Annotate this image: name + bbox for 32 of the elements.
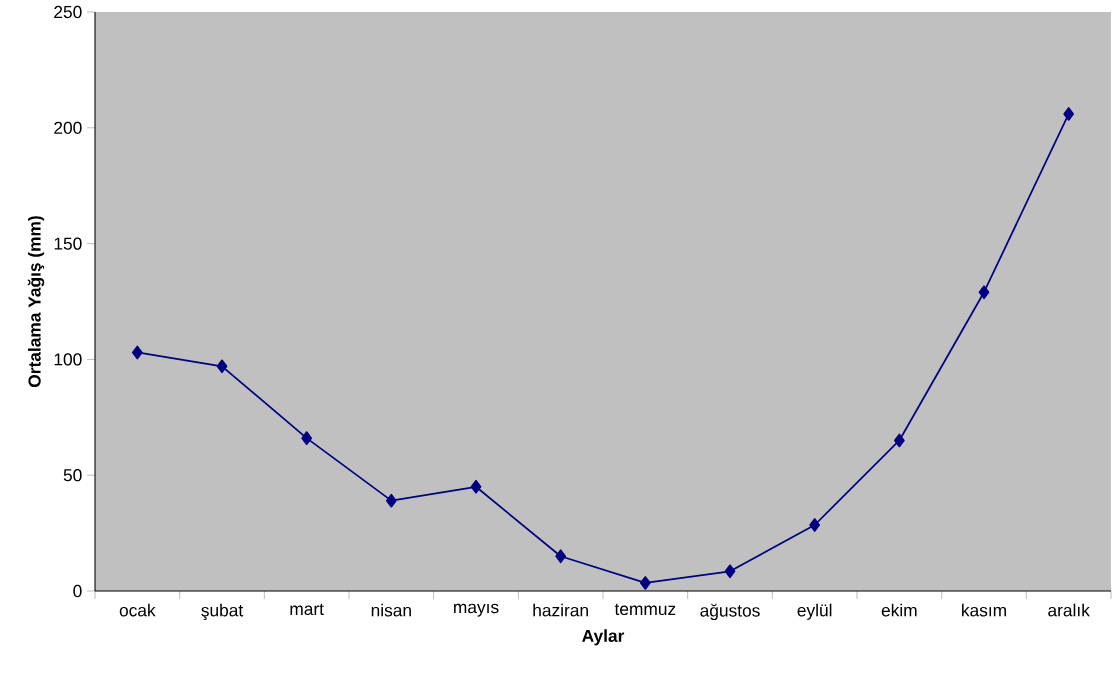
x-tick-label: mart <box>290 603 324 616</box>
point <box>893 433 905 448</box>
point <box>724 564 736 579</box>
point <box>301 431 313 446</box>
point <box>470 479 482 494</box>
point <box>385 493 397 508</box>
x-tick-label: temmuz <box>614 603 676 616</box>
point <box>978 285 990 300</box>
y-tick-label: 100 <box>54 353 82 366</box>
y-tick-label: 200 <box>54 121 82 134</box>
x-tick-label: nisan <box>371 603 411 617</box>
x-tick-label: eylül <box>797 603 832 620</box>
point <box>216 359 228 374</box>
x-tick-label: şubat <box>201 603 244 620</box>
y-tick-label: 250 <box>54 5 82 19</box>
x-tick-label: kasım <box>962 603 1006 617</box>
x-tick-label: haziran <box>533 603 588 617</box>
x-tick-label: ekim <box>881 603 917 617</box>
point <box>555 549 567 564</box>
point <box>809 518 821 532</box>
x-tick-label: mayıs <box>454 603 499 617</box>
x-tick-label: aralık <box>1048 603 1090 617</box>
y-axis-title: Ortalama Yağış (mm) <box>27 216 45 388</box>
y-tick-label: 150 <box>54 237 82 250</box>
y-tick-label: 0 <box>73 584 82 598</box>
point <box>131 345 143 360</box>
y-tick-label: 50 <box>63 469 82 482</box>
point <box>639 576 651 590</box>
x-tick-label: ocak <box>119 603 156 617</box>
x-axis-title: Aylar <box>582 629 625 646</box>
x-tick-label: ağustos <box>700 603 760 621</box>
point <box>1063 107 1075 121</box>
